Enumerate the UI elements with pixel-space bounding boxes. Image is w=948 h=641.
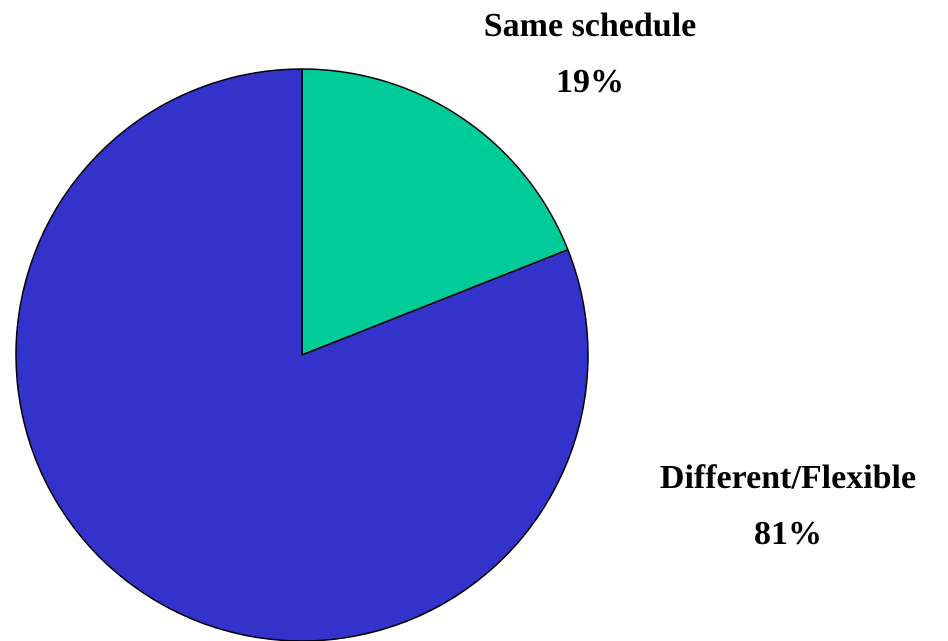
slice-label-different-flexible: Different/Flexible xyxy=(660,459,916,496)
pie-slice-same-schedule xyxy=(301,68,569,356)
pie-slices xyxy=(15,68,589,641)
pie-slice-different-flexible xyxy=(15,68,589,641)
slice-value-label-same-schedule: 19% xyxy=(556,63,624,100)
slice-value-label-different-flexible: 81% xyxy=(754,515,822,552)
slice-label-same-schedule: Same schedule xyxy=(484,7,697,44)
pie-labels: Same schedule 19% Different/Flexible 81% xyxy=(484,7,916,552)
